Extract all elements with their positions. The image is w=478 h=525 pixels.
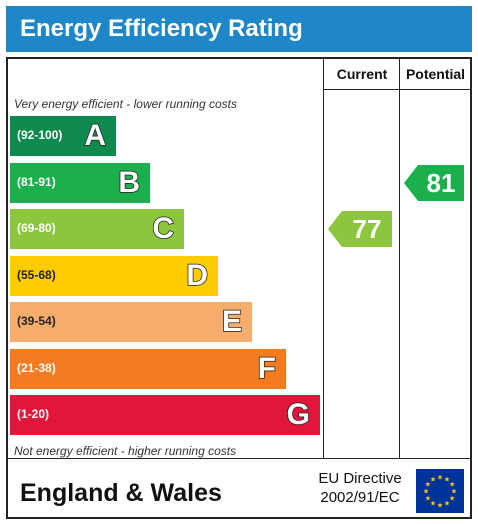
divider-potential (399, 59, 400, 458)
eu-flag-icon: ★ ★ ★ ★ ★ ★ ★ ★ ★ ★ ★ ★ (416, 469, 464, 513)
band-a: (92-100) A (10, 116, 116, 156)
band-range-label: (21-38) (17, 360, 56, 375)
band-letter: B (118, 165, 141, 200)
eu-star-icon: ★ (444, 475, 450, 483)
eu-star-icon: ★ (437, 474, 443, 482)
band-f: (21-38) F (10, 348, 286, 389)
eu-directive: EU Directive 2002/91/EC (310, 469, 410, 507)
band-letter: D (186, 258, 209, 293)
band-range-label: (92-100) (17, 128, 63, 142)
column-potential-header: Potential (405, 66, 466, 82)
title-bar: Energy Efficiency Rating (6, 6, 472, 52)
band-b: (81-91) B (10, 162, 150, 203)
caption-top: Very energy efficient - lower running co… (14, 97, 237, 111)
band-c: (69-80) C (10, 209, 184, 249)
eu-star-icon: ★ (423, 488, 429, 496)
eu-flag-stars: ★ ★★★★★★★★★★★ (423, 474, 457, 510)
potential-rating-value: 81 (426, 167, 456, 198)
band-letter: G (286, 397, 311, 432)
band-letter: C (152, 211, 175, 246)
current-rating-value: 77 (352, 214, 382, 244)
band-range-label: (39-54) (17, 314, 56, 328)
band-g: (1-20) G (10, 395, 320, 435)
band-d: (55-68) D (10, 255, 218, 296)
current-rating-arrow: 77 (328, 211, 392, 247)
eu-star-icon: ★ (437, 502, 443, 510)
eu-star-icon: ★ (451, 488, 457, 496)
band-range-label: (55-68) (17, 267, 56, 282)
potential-arrow-shape (404, 164, 464, 201)
eu-star-icon: ★ (425, 495, 431, 503)
band-range-label: (69-80) (17, 221, 56, 235)
eu-star-icon: ★ (425, 481, 431, 489)
region-label: England & Wales (20, 479, 222, 507)
band-range-label: (1-20) (17, 407, 50, 421)
band-letter: F (257, 351, 277, 386)
page-title: Energy Efficiency Rating (20, 15, 303, 42)
band-e: (39-54) E (10, 302, 252, 342)
directive-line-2: 2002/91/EC (320, 489, 400, 506)
current-arrow-shape (328, 211, 392, 247)
divider-current (323, 59, 324, 458)
eu-star-icon: ★ (449, 495, 455, 503)
band-letter: A (84, 118, 107, 153)
eu-star-icon: ★ (444, 500, 450, 508)
footer-separator (8, 458, 470, 459)
column-current-header: Current (336, 66, 388, 82)
band-range-label: (81-91) (17, 174, 56, 189)
eu-star-icon: ★ (430, 475, 436, 483)
caption-bottom: Not energy efficient - higher running co… (14, 444, 237, 458)
eu-star-icon: ★ (449, 481, 455, 489)
band-letter: E (221, 304, 243, 339)
header-underline (323, 89, 470, 90)
directive-line-1: EU Directive (318, 470, 402, 487)
potential-rating-arrow: 81 (404, 164, 464, 201)
rating-table: Current Potential Very energy efficient … (6, 57, 472, 519)
eu-star-icon: ★ (430, 500, 436, 508)
